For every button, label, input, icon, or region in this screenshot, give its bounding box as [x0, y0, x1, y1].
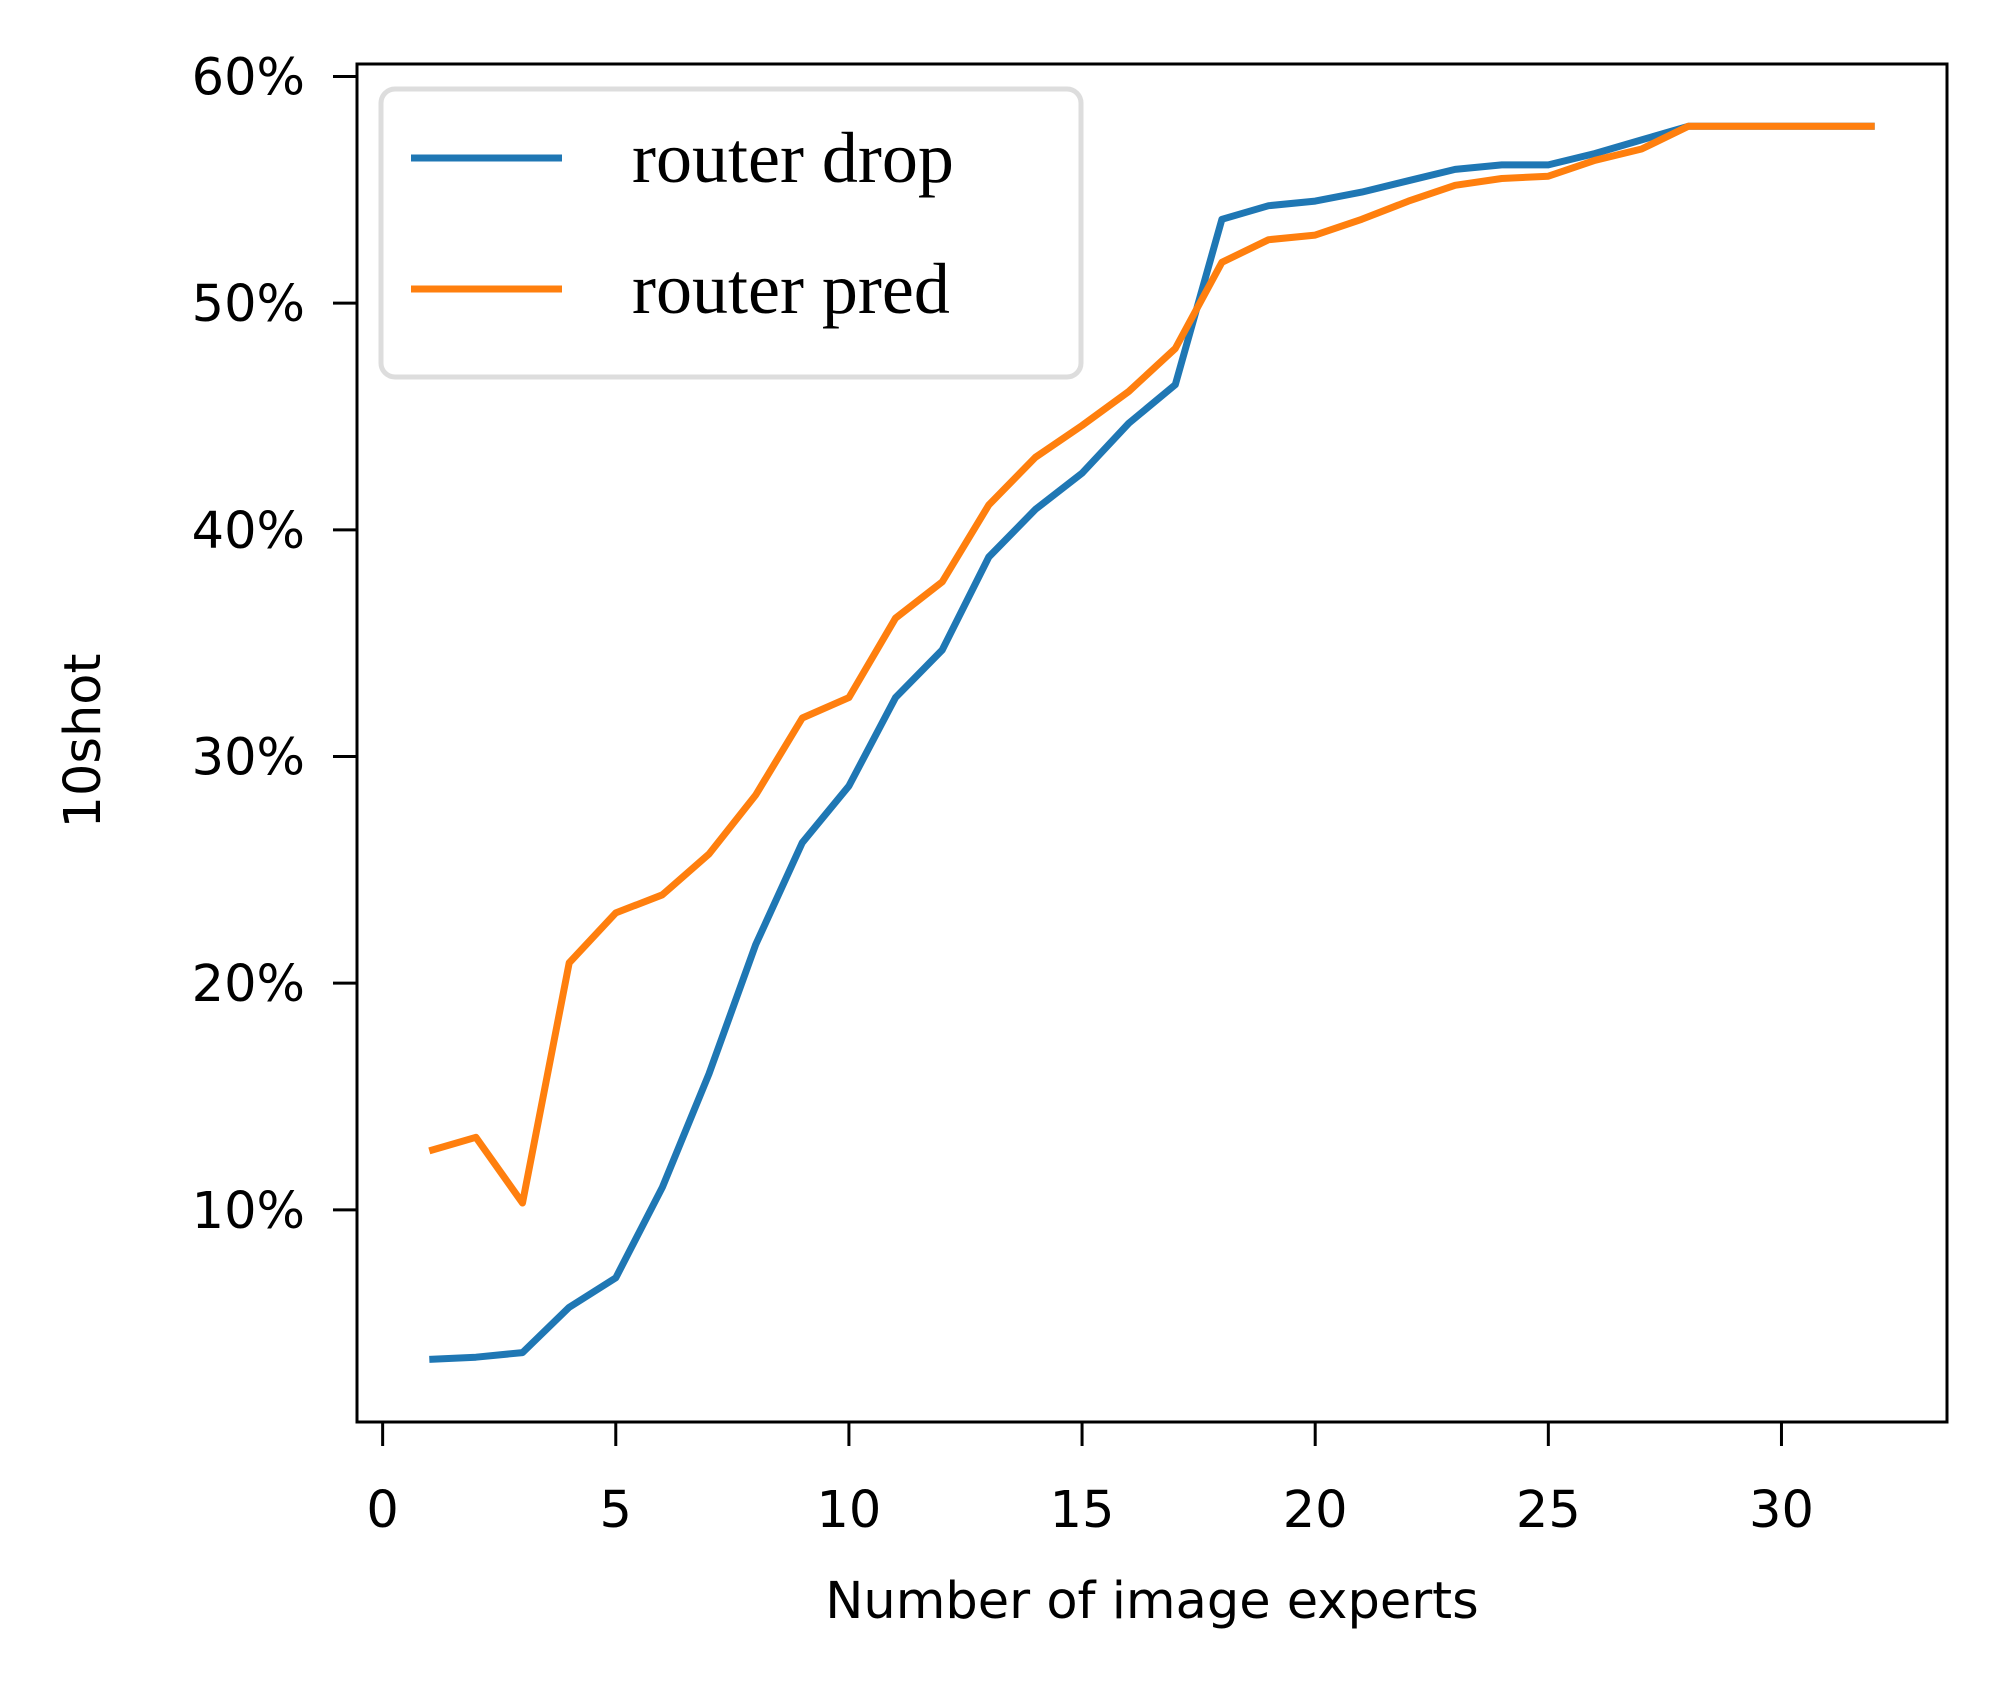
- axes-frame: [355, 62, 1949, 1424]
- plot-lines: [428, 122, 1875, 1363]
- series-line-router-drop: [429, 122, 1875, 1363]
- x-axis-ticks: 0 5 10 15 20 25 30: [366, 1422, 1814, 1540]
- x-tick-label: 10: [816, 1481, 881, 1540]
- y-axis-label: 10shot: [54, 654, 113, 829]
- x-tick-label: 25: [1516, 1481, 1581, 1540]
- y-tick-label: 50%: [192, 275, 305, 334]
- y-tick-label: 60%: [192, 48, 305, 107]
- series-line-router-pred: [428, 122, 1875, 1207]
- x-tick-label: 5: [600, 1481, 632, 1540]
- x-tick-label: 15: [1050, 1481, 1115, 1540]
- x-axis-label: Number of image experts: [825, 1572, 1478, 1631]
- y-tick-label: 30%: [192, 728, 305, 787]
- y-tick-label: 20%: [192, 955, 305, 1014]
- y-tick-label: 40%: [192, 502, 305, 561]
- legend: router drop router pred: [378, 86, 1084, 380]
- x-tick-label: 20: [1283, 1481, 1348, 1540]
- legend-label: router drop: [632, 118, 954, 198]
- x-tick-label: 0: [366, 1481, 398, 1540]
- y-tick-label: 10%: [192, 1182, 305, 1241]
- y-axis-ticks: 10% 20% 30% 40% 50% 60%: [192, 48, 357, 1241]
- x-tick-label: 30: [1749, 1481, 1814, 1540]
- legend-label: router pred: [632, 249, 950, 329]
